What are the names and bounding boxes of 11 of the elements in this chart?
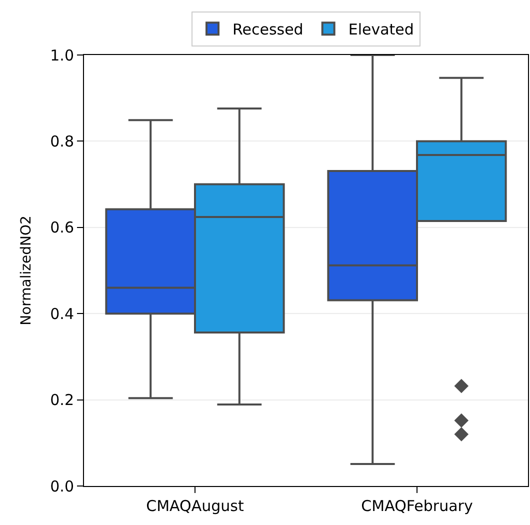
y-tick-label: 0.2 [50, 391, 74, 410]
legend-label: Elevated [348, 20, 414, 38]
x-tick-label: CMAQFebruary [361, 497, 473, 515]
y-tick-label: 0.6 [50, 218, 74, 237]
legend-label: Recessed [232, 20, 304, 38]
y-tick-label: 0.8 [50, 132, 74, 150]
x-tick-label: CMAQAugust [146, 497, 244, 515]
y-axis-title: NormalizedNO2 [18, 216, 35, 326]
y-tick-label: 1.0 [50, 46, 74, 64]
y-tick-label: 0.4 [50, 304, 74, 323]
y-tick-label: 0.0 [50, 477, 74, 496]
